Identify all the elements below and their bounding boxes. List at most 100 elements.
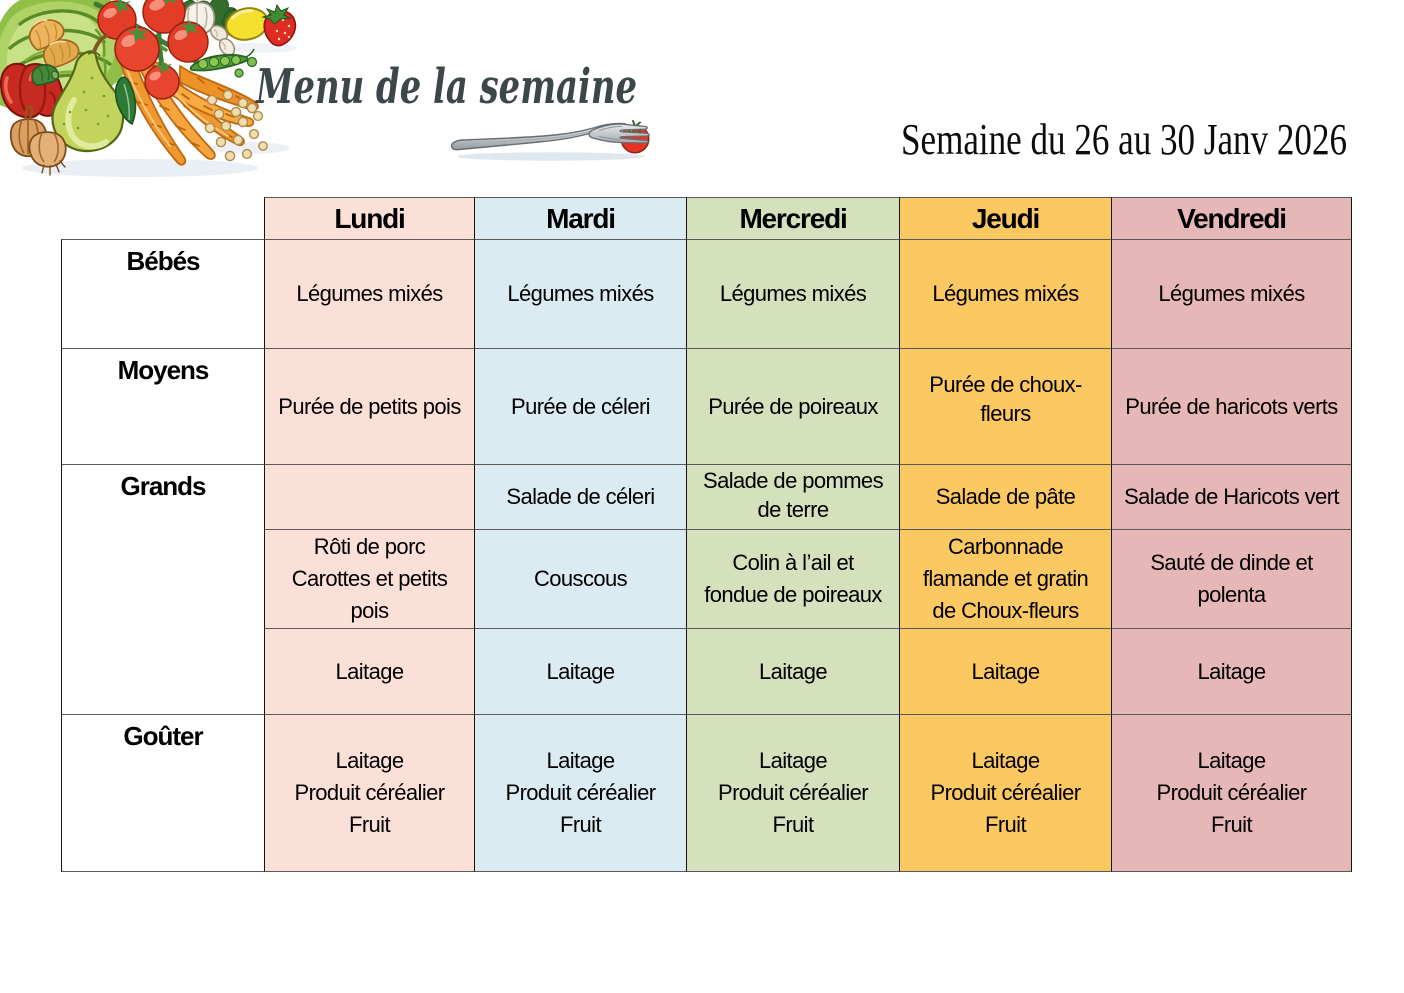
fork-with-tomato-icon [450,120,650,161]
menu-cell-grands-plat-mercredi: Colin à l’ail et fondue de poireaux [686,529,899,628]
menu-cell-line: fleurs [980,401,1031,426]
tomatoes-icon [93,0,209,100]
menu-cell-moyens-jeudi: Purée de choux-fleurs [899,348,1111,464]
menu-cell-grands-laitage-lundi: Laitage [264,628,474,714]
menu-cell-grands-laitage-mercredi: Laitage [686,628,899,714]
menu-cell-line: Purée de poireaux [708,393,878,419]
menu-cell-line: Sauté de dinde et [1150,550,1313,575]
menu-cell-moyens-mardi: Purée de céleri [474,348,686,464]
menu-cell-line: Laitage [1197,748,1267,773]
menu-cell-line: Salade de céleri [506,484,655,509]
menu-cell-line: Salade de Haricots vert [1124,484,1339,509]
chickpeas-icon [204,89,268,162]
menu-cell-line: Fruit [559,812,602,837]
menu-cell-bebes-mardi: Légumes mixés [474,239,686,348]
menu-cell-bebes-vendredi: Légumes mixés [1111,239,1352,348]
menu-cell-line: Purée de choux- [929,372,1082,397]
mushroom-icon [28,19,80,69]
menu-cell-line: Laitage [335,748,405,773]
menu-cell-bebes-lundi: Légumes mixés [264,239,474,348]
menu-cell-moyens-lundi: Purée de petits pois [264,348,474,464]
menu-cell-bebes-jeudi: Légumes mixés [899,239,1111,348]
menu-cell-grands-entree-jeudi: Salade de pâte [899,464,1111,529]
strawberry-icon [261,3,297,47]
menu-cell-line: Fruit [1210,812,1253,837]
menu-cell-grands-entree-vendredi: Salade de Haricots vert [1111,464,1352,529]
menu-cell-line: flamande et gratin [922,566,1089,591]
vegetables-illustration [0,0,297,177]
pear-icon [51,34,125,153]
menu-cell-line: Laitage [971,748,1041,773]
menu-cell-line: Légumes mixés [932,281,1079,306]
menu-cell-line: Purée de haricots verts [1125,393,1338,419]
page-title: Menu de la semaine [256,59,637,115]
menu-cell-moyens-vendredi: Purée de haricots verts [1111,348,1352,464]
menu-cell-gouter-lundi: Laitage Produit céréalier Fruit [264,714,474,872]
menu-cell-grands-laitage-mardi: Laitage [474,628,686,714]
menu-cell-line: Colin à l’ail et [732,550,854,575]
day-header-jeudi: Jeudi [899,197,1111,239]
menu-cell-grands-plat-vendredi: Sauté de dinde et polenta [1111,529,1352,628]
day-header-vendredi: Vendredi [1111,197,1352,239]
menu-cell-line: Purée de petits pois [278,393,461,419]
menu-cell-line: pois [350,598,390,623]
menu-cell-line: Laitage [759,748,828,773]
menu-cell-line: de Choux-fleurs [932,598,1079,623]
menu-cell-gouter-jeudi: Laitage Produit céréalier Fruit [899,714,1111,872]
table-corner-blank [61,197,264,239]
menu-cell-line: Fruit [772,812,814,837]
onions-icon [9,104,67,176]
menu-cell-line: Légumes mixés [1158,281,1305,306]
menu-cell-moyens-mercredi: Purée de poireaux [686,348,899,464]
menu-cell-line: Fruit [348,812,391,837]
menu-cell-gouter-mardi: Laitage Produit céréalier Fruit [474,714,686,872]
menu-cell-grands-entree-mardi: Salade de céleri [474,464,686,529]
menu-cell-gouter-vendredi: Laitage Produit céréalier Fruit [1111,714,1352,872]
shadow [228,43,296,53]
menu-cell-grands-plat-mardi: Couscous [474,529,686,628]
menu-cell-line: Laitage [759,658,828,684]
menu-cell-grands-entree-mercredi: Salade de pommes de terre [686,464,899,529]
menu-cell-line: polenta [1197,582,1267,607]
menu-cell-line: Légumes mixés [296,281,443,306]
menu-cell-line: Salade de pâte [935,484,1076,509]
menu-cell-line: Purée de céleri [511,393,651,419]
menu-cell-grands-entree-lundi [264,464,474,529]
menu-cell-line: Produit céréalier [930,780,1082,805]
menu-table: Lundi Mardi Mercredi Jeudi Vendredi Bébé… [61,197,1352,872]
menu-cell-line: Laitage [546,748,616,773]
pepper-icon [0,62,64,119]
menu-cell-line: Carottes et petits [291,566,448,591]
menu-cell-line: Couscous [533,566,628,591]
menu-cell-line: de terre [757,497,829,522]
menu-cell-line: Laitage [971,658,1041,684]
peas-icon [189,48,258,78]
menu-cell-line: Produit céréalier [1156,780,1308,805]
menu-cell-grands-plat-jeudi: Carbonnade flamande et gratin de Choux-fle… [899,529,1111,628]
menu-cell-gouter-mercredi: Laitage Produit céréalier Fruit [686,714,899,872]
menu-cell-line: fondue de poireaux [704,582,882,607]
menu-cell-line: Laitage [335,658,405,684]
day-header-lundi: Lundi [264,197,474,239]
row-label-gouter: Goûter [61,714,264,872]
row-label-grands: Grands [61,464,264,714]
menu-cell-line: Produit céréalier [718,780,869,805]
menu-cell-grands-laitage-vendredi: Laitage [1111,628,1352,714]
row-label-bebes: Bébés [61,239,264,348]
menu-cell-grands-laitage-jeudi: Laitage [899,628,1111,714]
menu-cell-line: Légumes mixés [507,281,654,306]
menu-cell-line: Laitage [1197,658,1267,684]
menu-cell-bebes-mercredi: Légumes mixés [686,239,899,348]
leaf-icon [114,76,137,126]
menu-cell-grands-plat-lundi: Rôti de porc Carottes et petits pois [264,529,474,628]
day-header-mercredi: Mercredi [686,197,899,239]
menu-cell-line: Produit céréalier [505,780,657,805]
menu-cell-line: Carbonnade [947,534,1064,559]
week-date-range: Semaine du 26 au 30 Janv 2026 [901,115,1348,164]
row-label-moyens: Moyens [61,348,264,464]
shadow [457,152,645,161]
menu-cell-line: Fruit [984,812,1027,837]
menu-cell-line: Salade de pommes [703,468,884,493]
day-header-mardi: Mardi [474,197,686,239]
